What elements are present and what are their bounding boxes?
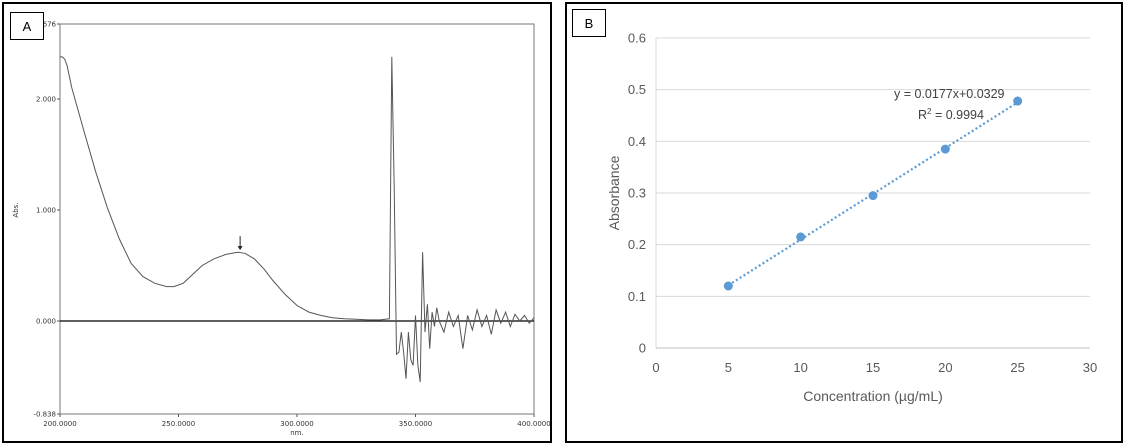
y-tick-label: 0.6 <box>628 31 646 46</box>
calibration-chart: 0 0.1 0.2 0.3 0.4 0.5 0.6 0 5 10 15 20 25 30 Absorbanc… <box>606 31 1097 405</box>
y-tick-label: 0.5 <box>628 82 646 97</box>
x-tick-label: 15 <box>866 360 880 375</box>
x-tick-label: 10 <box>793 360 807 375</box>
y-tick-label: 2.676 <box>36 21 57 29</box>
x-tick-label: 30 <box>1083 360 1097 375</box>
panel-a: 200.0000 250.0000 300.0000 350.0000 400.0000… <box>2 2 552 443</box>
peak-marker-arrow <box>237 246 243 251</box>
spectrum-series-line <box>60 56 535 383</box>
x-tick-label: 300.0000 <box>280 420 313 428</box>
y-tick-label: 0.4 <box>628 134 646 149</box>
x-tick-label: 25 <box>1010 360 1024 375</box>
y-tick-label: 1.000 <box>36 207 56 215</box>
y-tick-label: 0 <box>639 341 646 356</box>
y-tick-label: 0.000 <box>36 317 56 325</box>
data-point <box>796 232 806 242</box>
panel-b: 0 0.1 0.2 0.3 0.4 0.5 0.6 0 5 10 15 20 25 30 Absorbanc… <box>565 2 1123 443</box>
y-axis-title: Abs. <box>12 202 20 217</box>
r-squared-value: = 0.9994 <box>931 108 984 122</box>
y-axis-title: Absorbance <box>606 155 622 230</box>
x-tick-label: 5 <box>725 360 732 375</box>
panel-b-label: B <box>572 9 606 37</box>
y-tick-label: 0.3 <box>628 186 646 201</box>
trendline-equation: y = 0.0177x+0.0329 <box>894 87 1005 101</box>
x-axis-title: nm. <box>290 429 303 437</box>
r-squared-label: R2 = 0.9994 <box>918 107 984 122</box>
y-tick-label: 0.1 <box>628 289 646 304</box>
y-tick-label: -0.838 <box>33 411 56 419</box>
data-point <box>723 281 733 291</box>
panel-a-label: A <box>10 12 44 40</box>
x-axis-title: Concentration (µg/mL) <box>803 388 943 404</box>
x-tick-label: 350.0000 <box>399 420 432 428</box>
x-tick-label: 0 <box>652 360 659 375</box>
y-tick-label: 0.2 <box>628 237 646 252</box>
spectrum-chart: 200.0000 250.0000 300.0000 350.0000 400.0000… <box>12 21 550 438</box>
x-tick-label: 250.0000 <box>162 420 195 428</box>
x-tick-label: 400.0000 <box>517 420 550 428</box>
y-tick-label: 2.000 <box>36 96 56 104</box>
x-tick-label: 200.0000 <box>43 420 76 428</box>
data-point <box>940 144 950 154</box>
data-point <box>868 191 878 201</box>
r-squared-superscript: 2 <box>927 107 932 116</box>
x-tick-label: 20 <box>938 360 952 375</box>
r-squared-prefix: R <box>918 108 927 122</box>
data-point <box>1013 96 1023 106</box>
plot-frame <box>59 23 535 415</box>
